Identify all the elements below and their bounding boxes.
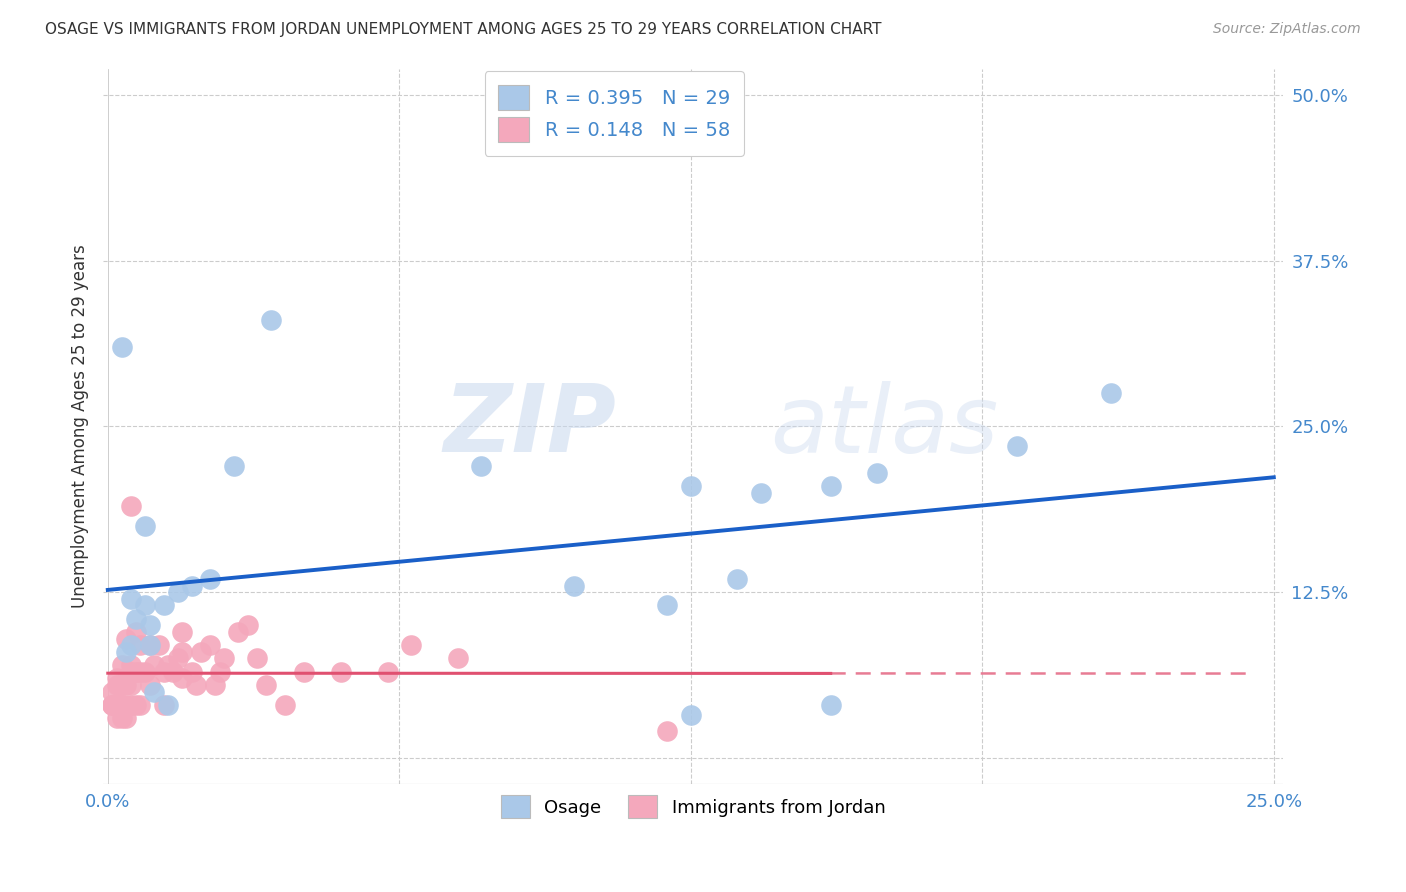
Point xyxy=(657,724,679,739)
Point xyxy=(208,665,231,679)
Point xyxy=(679,479,702,493)
Point xyxy=(139,678,162,692)
Point xyxy=(236,618,259,632)
Point xyxy=(274,698,297,712)
Point xyxy=(105,672,128,686)
Point xyxy=(111,340,134,354)
Point xyxy=(111,678,134,692)
Point xyxy=(172,672,194,686)
Point xyxy=(446,651,468,665)
Point xyxy=(157,658,180,673)
Point xyxy=(166,585,188,599)
Point xyxy=(152,665,174,679)
Point xyxy=(129,698,152,712)
Point xyxy=(180,578,202,592)
Point xyxy=(292,665,315,679)
Point xyxy=(377,665,399,679)
Point xyxy=(820,698,842,712)
Point xyxy=(115,698,138,712)
Point xyxy=(120,658,142,673)
Point xyxy=(190,645,212,659)
Point xyxy=(120,678,142,692)
Point xyxy=(172,624,194,639)
Point xyxy=(330,665,353,679)
Point xyxy=(222,459,245,474)
Point xyxy=(260,313,283,327)
Point xyxy=(120,665,142,679)
Legend: Osage, Immigrants from Jordan: Osage, Immigrants from Jordan xyxy=(494,788,893,825)
Point xyxy=(120,591,142,606)
Point xyxy=(657,599,679,613)
Point xyxy=(111,698,134,712)
Point xyxy=(105,698,128,712)
Point xyxy=(200,572,222,586)
Point xyxy=(139,618,162,632)
Point xyxy=(115,678,138,692)
Point xyxy=(866,466,889,480)
Point xyxy=(115,645,138,659)
Point xyxy=(1007,439,1029,453)
Point xyxy=(115,632,138,646)
Point xyxy=(148,638,170,652)
Point xyxy=(228,624,250,639)
Point xyxy=(134,519,156,533)
Point xyxy=(172,645,194,659)
Point xyxy=(111,698,134,712)
Point xyxy=(125,624,148,639)
Point xyxy=(105,678,128,692)
Point xyxy=(105,711,128,725)
Point xyxy=(139,638,162,652)
Point xyxy=(101,684,124,698)
Point xyxy=(120,698,142,712)
Text: ZIP: ZIP xyxy=(443,381,616,473)
Point xyxy=(214,651,236,665)
Point xyxy=(101,698,124,712)
Point xyxy=(162,665,184,679)
Point xyxy=(562,578,585,592)
Point xyxy=(143,658,166,673)
Point xyxy=(470,459,492,474)
Point xyxy=(125,698,148,712)
Point xyxy=(125,612,148,626)
Y-axis label: Unemployment Among Ages 25 to 29 years: Unemployment Among Ages 25 to 29 years xyxy=(72,244,89,608)
Point xyxy=(204,678,226,692)
Point xyxy=(246,651,269,665)
Point xyxy=(725,572,748,586)
Point xyxy=(134,665,156,679)
Point xyxy=(120,499,142,513)
Text: OSAGE VS IMMIGRANTS FROM JORDAN UNEMPLOYMENT AMONG AGES 25 TO 29 YEARS CORRELATI: OSAGE VS IMMIGRANTS FROM JORDAN UNEMPLOY… xyxy=(45,22,882,37)
Point xyxy=(254,678,277,692)
Point xyxy=(1099,386,1122,401)
Point xyxy=(180,665,202,679)
Point xyxy=(129,638,152,652)
Text: atlas: atlas xyxy=(770,381,998,472)
Point xyxy=(125,665,148,679)
Point xyxy=(749,485,772,500)
Point xyxy=(157,698,180,712)
Point xyxy=(111,658,134,673)
Point xyxy=(166,651,188,665)
Point xyxy=(152,698,174,712)
Point xyxy=(101,698,124,712)
Point xyxy=(152,599,174,613)
Point xyxy=(399,638,422,652)
Text: Source: ZipAtlas.com: Source: ZipAtlas.com xyxy=(1213,22,1361,37)
Point xyxy=(115,711,138,725)
Point xyxy=(200,638,222,652)
Point xyxy=(679,708,702,723)
Point xyxy=(143,684,166,698)
Point xyxy=(134,599,156,613)
Point xyxy=(129,665,152,679)
Point xyxy=(120,638,142,652)
Point xyxy=(820,479,842,493)
Point xyxy=(111,711,134,725)
Point xyxy=(186,678,208,692)
Point xyxy=(139,638,162,652)
